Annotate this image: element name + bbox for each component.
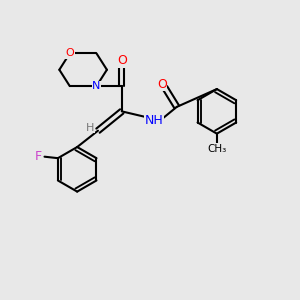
Text: O: O	[157, 77, 167, 91]
Text: F: F	[35, 150, 42, 163]
Text: CH₃: CH₃	[208, 143, 227, 154]
Text: H: H	[86, 123, 95, 133]
Text: N: N	[92, 81, 101, 91]
Text: NH: NH	[145, 114, 164, 127]
Text: O: O	[65, 48, 74, 59]
Text: O: O	[118, 54, 128, 67]
